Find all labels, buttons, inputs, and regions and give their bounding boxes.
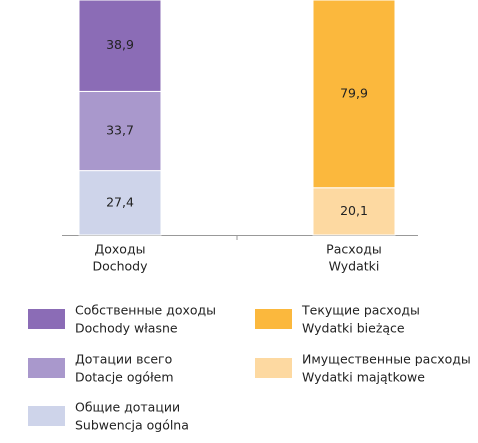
legend-swatch	[28, 358, 65, 378]
legend-label: Текущие расходы	[301, 303, 420, 318]
data-label: 20,1	[340, 203, 368, 218]
bar-segment	[78, 0, 162, 92]
legend-swatch	[255, 309, 292, 329]
legend-label: Имущественные расходы	[302, 352, 471, 367]
legend-label: Собственные доходы	[75, 303, 216, 318]
legend-label: Wydatki bieżące	[302, 321, 405, 336]
x-tick-label: Расходы	[326, 242, 382, 257]
legend-label: Дотации всего	[75, 352, 172, 367]
legend-label: Wydatki majątkowe	[302, 370, 425, 385]
bar-segment	[312, 187, 396, 236]
legend-swatch	[28, 309, 65, 329]
legend-label: Dochody własne	[75, 321, 178, 336]
legend-label: Dotacje ogółem	[75, 370, 174, 385]
data-label: 33,7	[106, 123, 134, 138]
x-tick-label: Wydatki	[329, 259, 380, 274]
data-label: 79,9	[340, 85, 368, 100]
data-label: 27,4	[106, 194, 134, 209]
bar-segment	[312, 0, 396, 189]
legend-swatch	[28, 406, 65, 426]
bar-segment	[78, 170, 162, 236]
bar-segment	[78, 90, 162, 172]
data-label: 38,9	[106, 37, 134, 52]
x-tick-label: Dochody	[92, 259, 148, 274]
legend-label: Subwencja ogólna	[75, 418, 189, 433]
x-tick-label: Доходы	[95, 242, 146, 257]
legend-label: Общие дотации	[75, 400, 180, 415]
legend-swatch	[255, 358, 292, 378]
